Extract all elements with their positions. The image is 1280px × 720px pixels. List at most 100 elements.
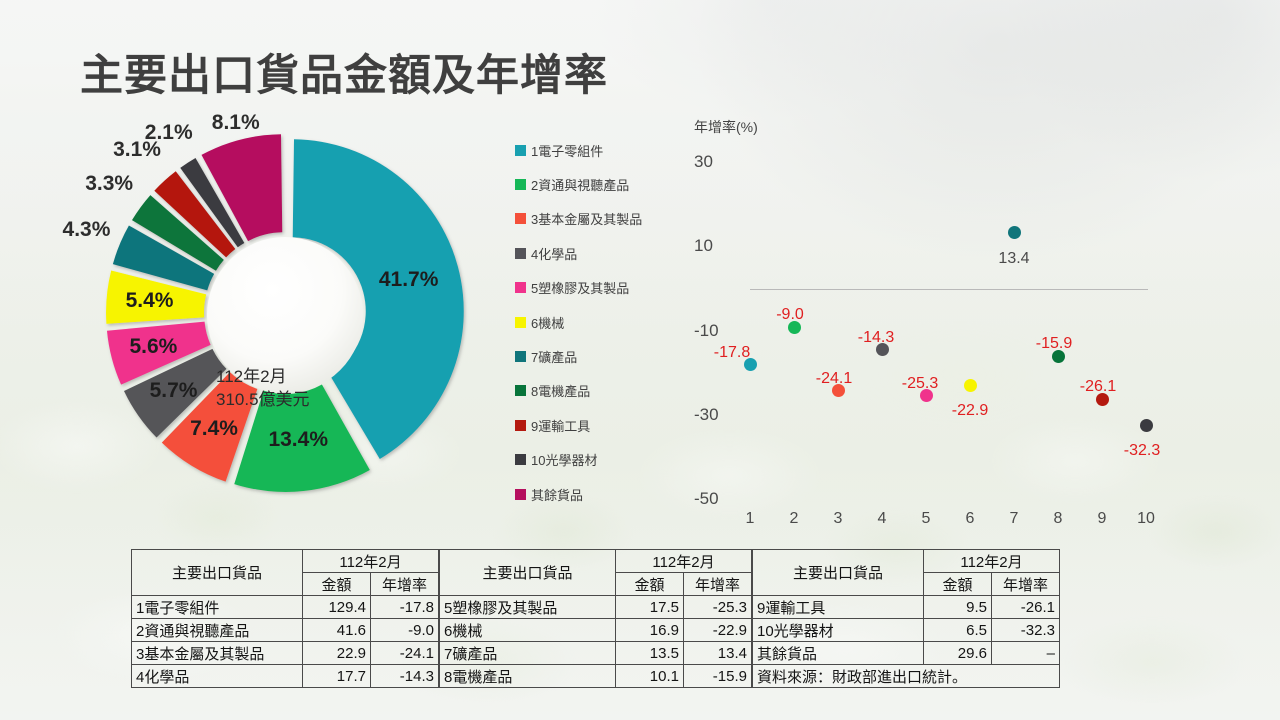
scatter-x-tick: 9 (1097, 510, 1107, 527)
scatter-zero-line (750, 289, 1148, 291)
table-header-amount: 金額 (615, 572, 684, 596)
donut-slice (112, 225, 215, 291)
scatter-x-tick: 3 (833, 510, 843, 527)
legend-item-label: 6機械 (531, 315, 565, 331)
scatter-data-point[interactable] (1051, 349, 1065, 363)
scatter-data-point[interactable] (963, 379, 977, 393)
table-row: 6機械 16.9 -22.9 (439, 618, 752, 642)
table-header-month: 112年2月 (923, 549, 1060, 573)
table-cell-amount: 41.6 (302, 618, 371, 642)
donut-slice-label: 7.4% (190, 416, 238, 440)
table-cell-amount: 16.9 (615, 618, 684, 642)
legend-color-swatch-icon (515, 385, 526, 397)
table-header-growth: 年增率 (370, 572, 439, 596)
legend-item[interactable]: 10光學器材 (515, 443, 642, 477)
table-header-month: 112年2月 (615, 549, 752, 573)
donut-chart: 112年2月 310.5億美元 41.7% 13.4% 7.4% 5.7% 5.6% 5.… (63, 111, 480, 508)
donut-slice-label: 2.1% (144, 121, 193, 145)
scatter-y-tick: -50 (694, 489, 719, 508)
legend-color-swatch-icon (515, 213, 526, 225)
table-subheader-row: 金額 年增率 (132, 572, 439, 596)
legend-item[interactable]: 3基本金屬及其製品 (515, 202, 642, 236)
donut-slice-label: 3.1% (113, 138, 161, 162)
table-header-amount: 金額 (302, 572, 371, 596)
legend-item[interactable]: 9運輸工具 (515, 408, 642, 442)
table-header-row: 主要出口貨品 112年2月 (752, 549, 1060, 596)
legend-item[interactable]: 4化學品 (515, 236, 642, 270)
scatter-data-point[interactable] (919, 389, 933, 403)
table-row: 其餘貨品 29.6– (752, 641, 1060, 665)
legend-color-swatch-icon (515, 419, 526, 431)
scatter-x-tick: 10 (1137, 510, 1155, 527)
export-goods-table: 主要出口貨品 112年2月 金額 年增率 5塑橡膠及其製品 17.5 -25.3 6機械 16.… (439, 549, 752, 688)
legend-color-swatch-icon (515, 316, 526, 328)
table-cell-goods-name: 9運輸工具 (752, 595, 924, 619)
scatter-data-point[interactable] (787, 320, 801, 334)
scatter-x-tick: 6 (965, 510, 975, 527)
table-row: 7礦產品 13.5 13.4 (439, 641, 752, 665)
export-goods-table: 主要出口貨品 112年2月 金額 年增率 1電子零組件 129.4 -17.8 2資通與視聽產… (131, 549, 439, 688)
table-cell-amount: 13.5 (615, 641, 684, 665)
donut-slice-label: 4.3% (62, 218, 111, 242)
legend-color-swatch-icon (515, 351, 526, 363)
scatter-data-point[interactable] (1095, 392, 1109, 406)
legend-color-swatch-icon (515, 282, 526, 294)
table-subheader-row: 金額 年增率 (753, 572, 1060, 596)
table-header-goods: 主要出口貨品 (439, 549, 616, 596)
donut-slice (180, 157, 245, 248)
scatter-x-tick: 1 (745, 510, 755, 527)
donut-hub (207, 237, 363, 393)
legend-color-swatch-icon (515, 488, 526, 500)
legend-item[interactable]: 6機械 (515, 305, 642, 339)
table-subheader-row: 金額 年增率 (440, 572, 752, 596)
donut-center-period: 112年2月 (216, 367, 287, 386)
donut-slice (234, 384, 370, 492)
table-cell-goods-name: 3基本金屬及其製品 (131, 641, 303, 665)
table-row: 10光學器材 6.5 -32.3 (752, 618, 1060, 642)
scatter-x-tick: 2 (789, 510, 799, 527)
table-cell-goods-name: 10光學器材 (752, 618, 924, 642)
table-row: 2資通與視聽產品 41.6 -9.0 (131, 618, 439, 642)
donut-slice-label: 5.7% (149, 378, 198, 402)
legend-item[interactable]: 2資通與視聽產品 (515, 167, 642, 201)
legend-item-label: 1電子零組件 (531, 143, 604, 159)
legend-item-label: 9運輸工具 (531, 418, 591, 434)
scatter-data-point[interactable] (743, 357, 757, 371)
legend-item[interactable]: 1電子零組件 (515, 133, 642, 167)
table-header-goods: 主要出口貨品 (131, 549, 303, 596)
legend-color-swatch-icon (515, 247, 526, 259)
table-cell-growth: -26.1 (991, 595, 1060, 619)
table-cell-amount: 17.5 (615, 595, 684, 619)
legend-item[interactable]: 7礦產品 (515, 339, 642, 373)
legend-item-label: 2資通與視聽產品 (531, 178, 630, 194)
scatter-point-label: 13.4 (998, 249, 1030, 267)
scatter-data-point[interactable] (1007, 226, 1021, 240)
scatter-data-point[interactable] (831, 384, 845, 398)
legend-item[interactable]: 其餘貨品 (515, 477, 642, 511)
legend-item-label: 5塑橡膠及其製品 (531, 281, 630, 297)
scatter-y-tick: 10 (694, 236, 713, 256)
scatter-data-point[interactable] (1139, 418, 1153, 432)
table-header-amount: 金額 (923, 572, 992, 596)
legend-item-label: 8電機產品 (531, 384, 591, 400)
table-cell-amount: 17.7 (302, 664, 371, 688)
table-header-row: 主要出口貨品 112年2月 (131, 549, 439, 596)
table-cell-amount: 29.6 (923, 641, 992, 665)
scatter-y-tick: 30 (694, 152, 713, 171)
scatter-data-point[interactable] (875, 343, 889, 357)
growth-rate-scatter-chart: 年增率(%) 30 10 -10 -30 -50 1 2 3 4 5 6 7 8 9 10 -17.8 -9.0… (680, 110, 1180, 530)
donut-slice-label: 13.4% (268, 428, 328, 452)
legend-item[interactable]: 5塑橡膠及其製品 (515, 271, 642, 305)
legend-item-label: 3基本金屬及其製品 (531, 212, 643, 228)
table-row: 1電子零組件 129.4 -17.8 (131, 595, 439, 619)
legend-color-swatch-icon (515, 454, 526, 466)
table-cell-growth: -17.8 (370, 595, 439, 619)
table-cell-amount: 6.5 (923, 618, 992, 642)
scatter-point-label: -15.9 (1035, 335, 1073, 353)
legend-item[interactable]: 8電機產品 (515, 374, 642, 408)
table-header-growth: 年增率 (991, 572, 1060, 596)
table-cell-amount: 10.1 (615, 664, 684, 688)
scatter-point-label: -22.9 (951, 401, 989, 419)
scatter-x-tick: 4 (877, 510, 887, 527)
scatter-y-tick: -30 (694, 404, 719, 424)
